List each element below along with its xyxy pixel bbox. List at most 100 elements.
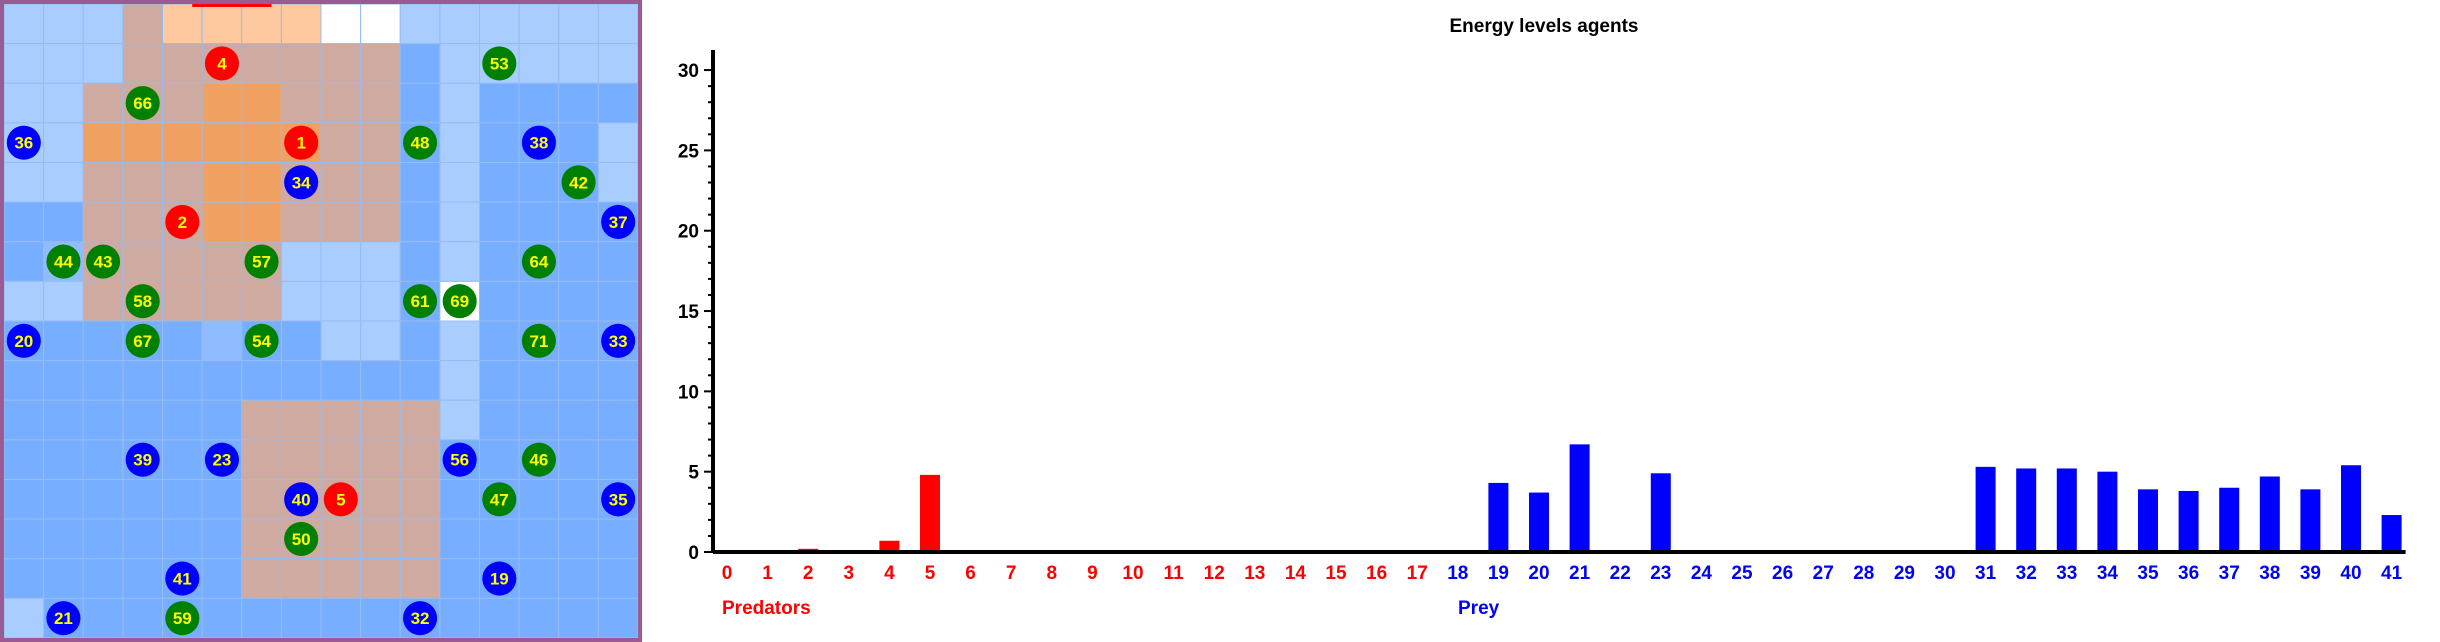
grid-cell xyxy=(399,479,441,520)
bar-4 xyxy=(879,540,900,552)
agent-prey: 41 xyxy=(165,561,200,596)
bar-23 xyxy=(1650,473,1671,552)
grid-cell xyxy=(82,320,124,362)
grid-cell xyxy=(558,241,599,282)
grid-cell xyxy=(82,4,124,45)
agent-predator: 2 xyxy=(165,204,200,239)
grid-cell xyxy=(280,558,322,599)
grid-cell xyxy=(122,201,163,243)
grid-cell xyxy=(439,399,480,441)
agent-label: 37 xyxy=(609,213,628,232)
grid-cell xyxy=(360,162,401,203)
grid-cell xyxy=(162,518,203,560)
agent-label: 42 xyxy=(569,173,588,192)
grid-cell xyxy=(241,439,282,480)
grid-cell xyxy=(82,399,124,441)
x-tick-label: 19 xyxy=(1488,563,1509,584)
agent-food: 57 xyxy=(244,244,279,279)
agent-circle xyxy=(521,442,556,477)
agent-circle xyxy=(204,442,239,477)
grid-cell xyxy=(360,320,401,362)
grid-cell xyxy=(320,241,362,282)
grid-cell xyxy=(518,280,560,322)
grid-cell xyxy=(518,399,560,441)
grid-cell xyxy=(4,479,45,520)
grid-cell xyxy=(280,439,322,480)
grid-cell xyxy=(439,43,480,84)
agent-label: 43 xyxy=(94,253,113,272)
agent-prey: 38 xyxy=(521,125,556,160)
bar-20 xyxy=(1529,492,1549,552)
grid-cell xyxy=(479,122,520,163)
grid-cell xyxy=(439,122,480,163)
grid-cell xyxy=(597,399,638,441)
agent-circle xyxy=(86,244,121,279)
x-tick-label: 8 xyxy=(1047,563,1058,584)
grid-cell xyxy=(320,43,362,84)
agent-label: 4 xyxy=(217,54,227,73)
grid-cell xyxy=(241,4,282,45)
grid-cell xyxy=(122,241,163,282)
grid-cell xyxy=(82,82,124,124)
agent-food: 69 xyxy=(442,284,477,319)
agent-circle xyxy=(165,561,200,596)
grid-cell xyxy=(518,597,560,638)
grid-cell xyxy=(122,558,163,599)
grid-cell xyxy=(558,4,599,45)
grid-cell xyxy=(162,320,203,362)
grid-cell xyxy=(320,201,362,243)
grid-cell xyxy=(399,162,441,203)
agent-label: 53 xyxy=(490,54,509,73)
grid-cell xyxy=(201,360,243,401)
y-tick-label: 10 xyxy=(678,382,699,403)
agent-food: 64 xyxy=(521,244,556,279)
grid-cell xyxy=(479,201,520,243)
grid-cell xyxy=(518,479,560,520)
bar-21 xyxy=(1569,444,1590,552)
grid-cell xyxy=(43,320,84,362)
agent-circle xyxy=(323,482,358,517)
grid-cell xyxy=(597,597,638,638)
grid-cell xyxy=(399,82,441,124)
agent-circle xyxy=(403,284,438,319)
grid-cell xyxy=(479,518,520,560)
grid-cell xyxy=(201,162,243,203)
bar-35 xyxy=(2138,489,2158,552)
grid-cell xyxy=(479,360,520,401)
agent-label: 40 xyxy=(292,490,311,509)
agent-label: 54 xyxy=(252,332,271,351)
grid-cell xyxy=(479,4,520,45)
x-tick-label: 7 xyxy=(1006,563,1017,584)
agent-prey: 35 xyxy=(601,482,636,517)
grid-cell xyxy=(399,4,441,45)
agent-label: 36 xyxy=(14,134,33,153)
grid-cell xyxy=(558,201,599,243)
agent-prey: 39 xyxy=(125,442,160,477)
bar-19 xyxy=(1488,482,1509,552)
agent-circle xyxy=(442,284,477,319)
grid-cell xyxy=(201,82,243,124)
agent-label: 34 xyxy=(292,173,311,192)
agent-circle xyxy=(403,125,438,160)
grid-cell xyxy=(241,122,282,163)
grid-cell xyxy=(597,518,638,560)
grid-cell xyxy=(241,43,282,84)
grid-cell xyxy=(360,201,401,243)
agent-food: 54 xyxy=(244,323,279,358)
agent-food: 48 xyxy=(403,125,438,160)
agent-circle xyxy=(482,561,517,596)
grid-cell xyxy=(439,4,480,45)
grid-cell xyxy=(399,399,441,441)
grid-cell xyxy=(4,360,45,401)
grid-cell xyxy=(360,558,401,599)
agent-label: 1 xyxy=(296,134,305,153)
grid-cell xyxy=(201,122,243,163)
agent-food: 71 xyxy=(521,323,556,358)
grid-cell xyxy=(558,558,599,599)
grid-cell xyxy=(201,479,243,520)
grid-cell xyxy=(43,558,84,599)
agent-circle xyxy=(521,244,556,279)
grid-cell xyxy=(122,122,163,163)
grid-cell xyxy=(518,82,560,124)
grid-cell xyxy=(241,597,282,638)
